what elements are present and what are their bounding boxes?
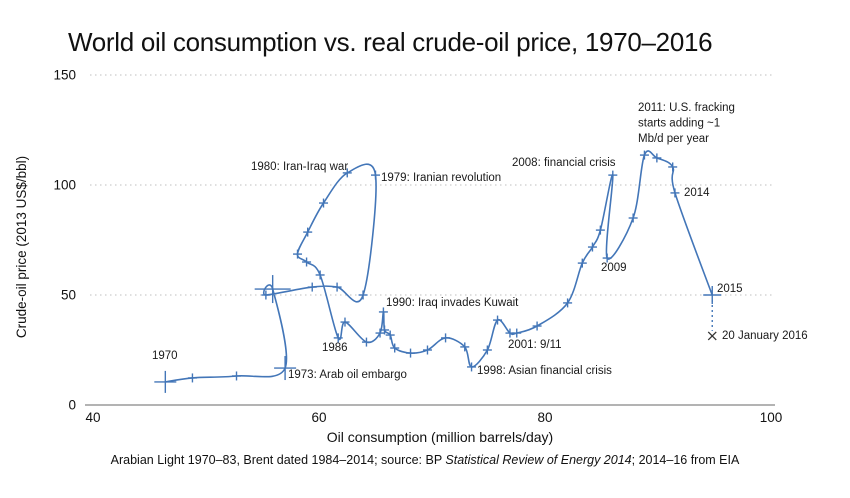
annotation-label-2014: 2014 bbox=[684, 187, 710, 199]
annotation-label-2016: 20 January 2016 bbox=[722, 330, 808, 342]
x-tick-label-80: 80 bbox=[537, 410, 552, 425]
annotation-label-2009: 2009 bbox=[601, 262, 627, 274]
final-x-marker bbox=[707, 331, 717, 341]
annotation-label-1980: 1980: Iran-Iraq war bbox=[251, 161, 348, 173]
x-axis-title: Oil consumption (million barrels/day) bbox=[326, 429, 554, 445]
x-tick-label-40: 40 bbox=[85, 410, 100, 425]
y-tick-label-50: 50 bbox=[61, 288, 76, 303]
footnote-pre: Arabian Light 1970–83, Brent dated 1984–… bbox=[110, 453, 446, 467]
x-tick-label-100: 100 bbox=[760, 410, 783, 425]
annotation-label-1990: 1990: Iraq invades Kuwait bbox=[386, 297, 519, 309]
y-tick-label-100: 100 bbox=[53, 178, 76, 193]
annotation-label-2001: 2001: 9/11 bbox=[508, 339, 562, 351]
annotation-label-1986: 1986 bbox=[322, 342, 348, 354]
x-tick-label-60: 60 bbox=[311, 410, 326, 425]
chart-title: World oil consumption vs. real crude-oil… bbox=[68, 27, 713, 57]
y-tick-label-150: 150 bbox=[53, 68, 76, 83]
annotation-label-1973: 1973: Arab oil embargo bbox=[288, 369, 407, 381]
annotation-label-2011: 2011: U.S. fracking starts adding ~1 Mb/d … bbox=[638, 102, 735, 145]
source-footnote: Arabian Light 1970–83, Brent dated 1984–… bbox=[0, 453, 850, 467]
annotation-label-1998: 1998: Asian financial crisis bbox=[477, 365, 612, 377]
annotation-label-1979: 1979: Iranian revolution bbox=[381, 172, 501, 184]
annotation-label-2008: 2008: financial crisis bbox=[512, 157, 616, 169]
annotation-label-1970: 1970 bbox=[152, 350, 178, 362]
footnote-italic: Statistical Review of Energy 2014 bbox=[445, 453, 632, 467]
annotation-label-2015: 2015 bbox=[717, 283, 743, 295]
footnote-post: ; 2014–16 from EIA bbox=[631, 453, 740, 467]
y-tick-label-0: 0 bbox=[68, 398, 76, 413]
